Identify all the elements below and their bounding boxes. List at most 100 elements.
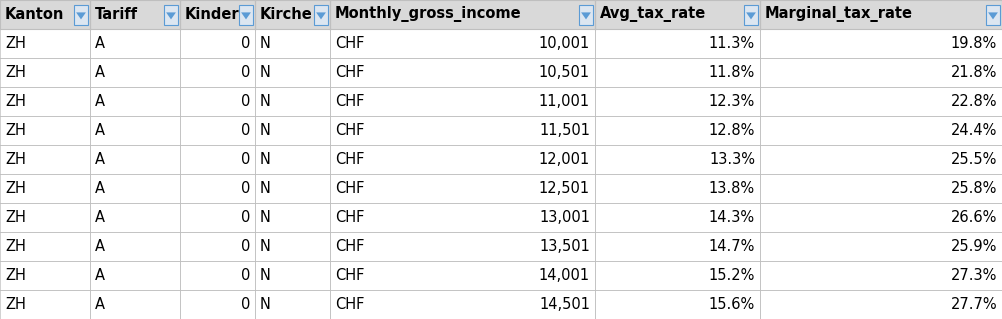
Bar (0, 174, 90, 203)
Text: ZH: ZH (5, 210, 26, 225)
Bar (760, 0, 1002, 29)
Text: 0: 0 (240, 239, 250, 254)
Text: A: A (95, 297, 105, 312)
Bar (579, 4, 593, 25)
Bar (180, 174, 255, 203)
Bar (90, 261, 180, 290)
Bar (595, 290, 760, 319)
Bar (255, 203, 330, 232)
Text: ZH: ZH (5, 297, 26, 312)
Text: CHF: CHF (335, 94, 365, 109)
Bar (239, 4, 253, 25)
Text: A: A (95, 239, 105, 254)
Text: 0: 0 (240, 181, 250, 196)
Text: Marginal_tax_rate: Marginal_tax_rate (765, 6, 913, 23)
Text: 21.8%: 21.8% (951, 65, 997, 80)
Text: CHF: CHF (335, 181, 365, 196)
Bar (330, 232, 595, 261)
Bar (180, 58, 255, 87)
Text: 13.3%: 13.3% (709, 152, 755, 167)
Polygon shape (241, 12, 250, 19)
Bar (90, 174, 180, 203)
Bar (330, 261, 595, 290)
Bar (90, 232, 180, 261)
Text: 14,001: 14,001 (539, 268, 590, 283)
Text: ZH: ZH (5, 123, 26, 138)
Text: Tariff: Tariff (95, 7, 138, 22)
Bar (0, 0, 90, 29)
Bar (255, 290, 330, 319)
Text: N: N (260, 36, 271, 51)
Bar (330, 87, 595, 116)
Bar (595, 203, 760, 232)
Text: N: N (260, 123, 271, 138)
Text: ZH: ZH (5, 94, 26, 109)
Text: ZH: ZH (5, 152, 26, 167)
Polygon shape (166, 12, 176, 19)
Bar (595, 29, 760, 58)
Text: 15.2%: 15.2% (708, 268, 755, 283)
Bar (74, 4, 88, 25)
Text: CHF: CHF (335, 268, 365, 283)
Bar (90, 87, 180, 116)
Text: 0: 0 (240, 65, 250, 80)
Bar (180, 290, 255, 319)
Text: 0: 0 (240, 152, 250, 167)
Text: N: N (260, 297, 271, 312)
Text: A: A (95, 94, 105, 109)
Bar (0, 261, 90, 290)
Text: 14.7%: 14.7% (708, 239, 755, 254)
Bar (330, 203, 595, 232)
Bar (760, 203, 1002, 232)
Bar (760, 58, 1002, 87)
Text: 13,001: 13,001 (539, 210, 590, 225)
Bar (760, 232, 1002, 261)
Bar (330, 174, 595, 203)
Bar (0, 58, 90, 87)
Bar (595, 58, 760, 87)
Bar (760, 145, 1002, 174)
Bar (255, 232, 330, 261)
Text: 0: 0 (240, 297, 250, 312)
Bar (255, 58, 330, 87)
Polygon shape (746, 12, 756, 19)
Text: 14.3%: 14.3% (708, 210, 755, 225)
Bar (255, 174, 330, 203)
Text: 15.6%: 15.6% (708, 297, 755, 312)
Text: CHF: CHF (335, 239, 365, 254)
Bar (255, 87, 330, 116)
Text: N: N (260, 181, 271, 196)
Bar (595, 116, 760, 145)
Text: N: N (260, 268, 271, 283)
Bar (255, 116, 330, 145)
Text: 0: 0 (240, 268, 250, 283)
Text: ZH: ZH (5, 36, 26, 51)
Bar (90, 58, 180, 87)
Bar (90, 0, 180, 29)
Text: A: A (95, 268, 105, 283)
Bar (330, 116, 595, 145)
Bar (255, 29, 330, 58)
Text: A: A (95, 36, 105, 51)
Bar (90, 145, 180, 174)
Text: Avg_tax_rate: Avg_tax_rate (600, 6, 706, 23)
Text: A: A (95, 123, 105, 138)
Bar (90, 290, 180, 319)
Text: N: N (260, 239, 271, 254)
Bar (0, 232, 90, 261)
Bar (330, 0, 595, 29)
Text: ZH: ZH (5, 181, 26, 196)
Text: 27.3%: 27.3% (951, 268, 997, 283)
Text: 25.8%: 25.8% (951, 181, 997, 196)
Bar (180, 87, 255, 116)
Bar (314, 4, 328, 25)
Polygon shape (76, 12, 86, 19)
Bar (760, 87, 1002, 116)
Bar (595, 87, 760, 116)
Bar (0, 290, 90, 319)
Text: 25.9%: 25.9% (951, 239, 997, 254)
Bar (180, 116, 255, 145)
Bar (180, 261, 255, 290)
Text: 11,501: 11,501 (539, 123, 590, 138)
Bar (0, 116, 90, 145)
